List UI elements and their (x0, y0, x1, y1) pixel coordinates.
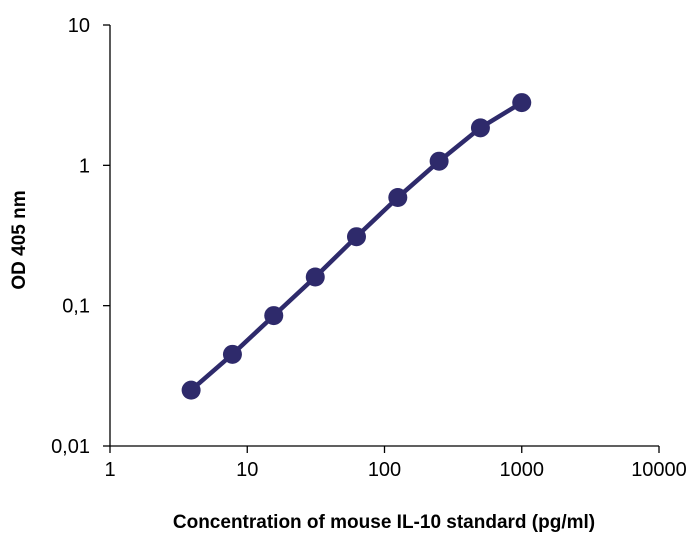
x-tick-label: 10 (236, 459, 258, 481)
x-axis-title: Concentration of mouse IL-10 standard (p… (173, 512, 595, 533)
y-tick-label: 10 (68, 15, 90, 37)
y-axis-title: OD 405 nm (9, 190, 30, 289)
data-point (470, 118, 490, 138)
x-tick-label: 1 (104, 459, 115, 481)
x-tick-label: 1000 (500, 459, 545, 481)
data-point (346, 227, 366, 247)
data-point (222, 344, 242, 364)
data-point (512, 93, 532, 113)
data-point (181, 380, 201, 400)
data-point (305, 267, 325, 287)
y-tick-label: 1 (79, 155, 90, 177)
data-point (264, 306, 284, 326)
ticks: 1 10 100 1000 10000 0,01 0,1 1 10 (51, 15, 687, 481)
x-tick-label: 100 (368, 459, 401, 481)
x-tick-label: 10000 (631, 459, 687, 481)
series-layer (181, 93, 532, 400)
y-tick-label: 0,01 (51, 436, 90, 458)
data-point (388, 187, 408, 207)
series-line (189, 100, 523, 392)
data-point (429, 151, 449, 171)
y-tick-label: 0,1 (62, 296, 90, 318)
